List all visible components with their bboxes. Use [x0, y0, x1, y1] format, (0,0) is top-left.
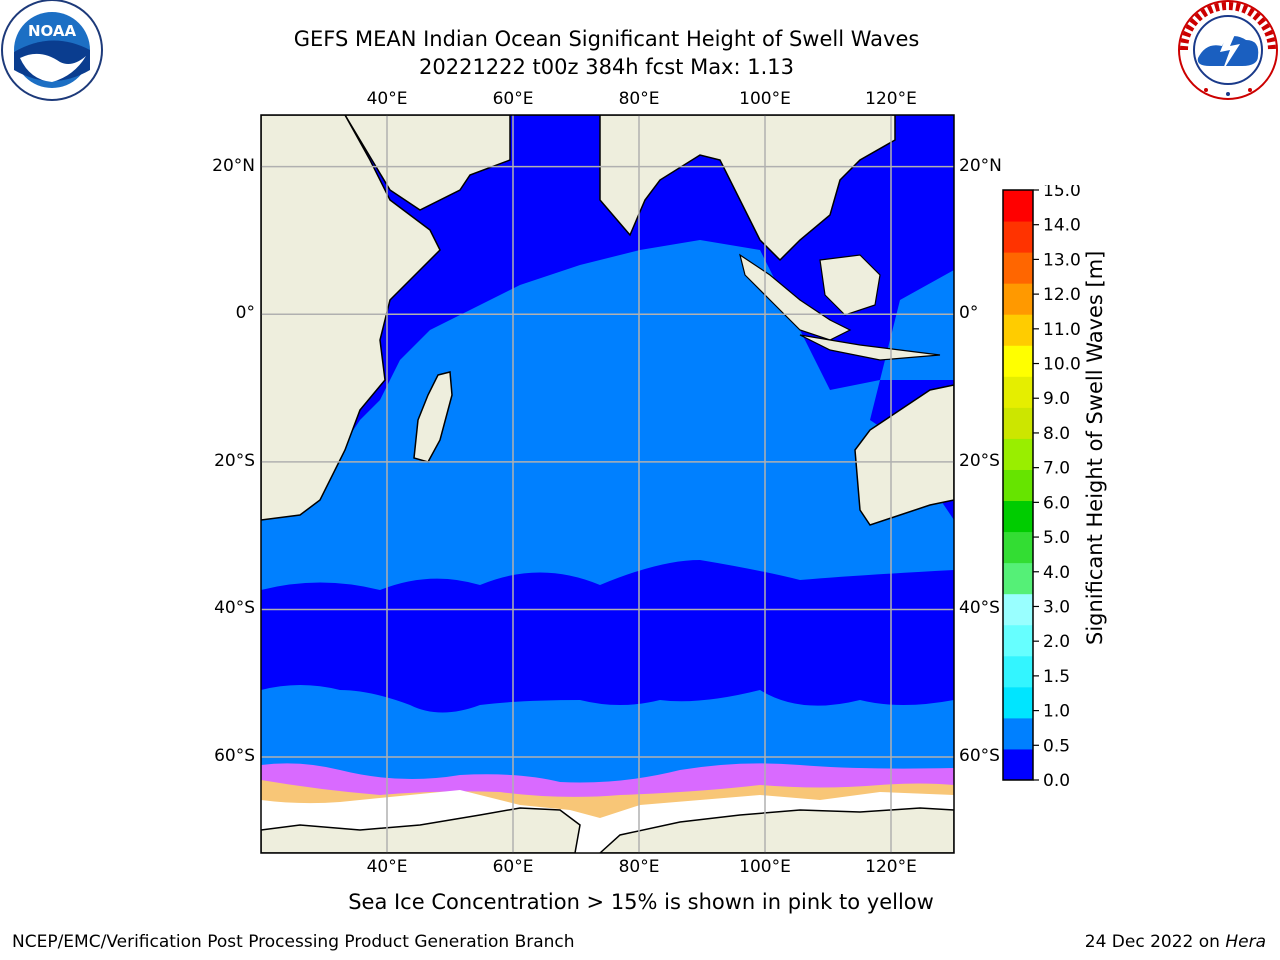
lon-label-top: 80°E — [618, 89, 660, 109]
colorbar-label: Significant Height of Swell Waves [m] — [1083, 250, 1107, 645]
land-antarctica — [261, 807, 954, 853]
lat-label-right: 0° — [959, 303, 979, 324]
colorbar-segment — [1003, 314, 1033, 346]
colorbar-tick-label: 7.0 — [1043, 459, 1070, 479]
colorbar-tick-label: 0.5 — [1043, 736, 1070, 756]
lon-label-bottom: 60°E — [492, 857, 534, 877]
footer-left: NCEP/EMC/Verification Post Processing Pr… — [12, 932, 575, 952]
lat-label-right: 20°N — [959, 155, 1002, 176]
colorbar-segment — [1003, 221, 1033, 253]
colorbar-tick-label: 15.0 — [1043, 185, 1081, 201]
footer-date: 24 Dec 2022 on — [1084, 932, 1226, 952]
map-frame — [260, 114, 955, 854]
colorbar-segment — [1003, 469, 1033, 502]
colorbar-segment — [1003, 748, 1033, 781]
colorbar-segment — [1003, 593, 1033, 626]
lon-label-top: 40°E — [366, 89, 408, 109]
colorbar: 0.0 0.5 1.0 1.5 2.0 3.0 4.0 5.0 6.0 7.0 8.0 9.0 10.0… — [1002, 185, 1081, 790]
colorbar-segment — [1003, 562, 1033, 595]
colorbar-tick-label: 9.0 — [1043, 389, 1070, 409]
lat-label-left: 0° — [235, 303, 255, 324]
colorbar-tick-label: 0.0 — [1043, 771, 1070, 790]
noaa-logo-icon: NOAA — [1, 0, 103, 101]
colorbar-segment — [1003, 407, 1033, 439]
land-borneo — [819, 254, 881, 316]
lat-label-left: 20°N — [212, 155, 255, 176]
colorbar-tick-label: 14.0 — [1043, 216, 1081, 236]
colorbar-segment — [1003, 376, 1033, 408]
lon-label-top: 100°E — [739, 89, 791, 109]
colorbar-tick-label: 13.0 — [1043, 250, 1081, 270]
chart-subtitle: 20221222 t00z 384h fcst Max: 1.13 — [419, 55, 794, 79]
colorbar-tick-label: 5.0 — [1043, 528, 1070, 548]
nws-logo-icon — [1178, 0, 1278, 100]
colorbar-segment — [1003, 190, 1033, 222]
lat-label-left: 20°S — [214, 450, 255, 471]
land-asia-arabia — [261, 115, 896, 262]
lat-label-right: 60°S — [959, 746, 1000, 767]
lon-label-bottom: 40°E — [366, 857, 408, 877]
colorbar-segment — [1003, 624, 1033, 657]
map-gridlines — [261, 115, 954, 853]
lon-label-top: 60°E — [492, 89, 534, 109]
colorbar-segment — [1003, 252, 1033, 284]
land-australia — [854, 384, 954, 526]
land-africa — [261, 115, 441, 521]
colorbar-segment — [1003, 531, 1033, 564]
colorbar-segment — [1003, 655, 1033, 688]
ocean-low-swell-south — [261, 560, 954, 713]
colorbar-tick-label: 11.0 — [1043, 320, 1081, 340]
footer-right: 24 Dec 2022 on Hera — [1085, 932, 1266, 952]
colorbar-segment — [1003, 345, 1033, 377]
lon-label-bottom: 100°E — [739, 857, 791, 877]
lat-label-left: 60°S — [214, 746, 255, 767]
lat-label-right: 20°S — [959, 450, 1000, 471]
sea-ice-caption: Sea Ice Concentration > 15% is shown in … — [348, 890, 934, 914]
chart-title: GEFS MEAN Indian Ocean Significant Heigh… — [293, 27, 920, 51]
colorbar-segment — [1003, 283, 1033, 315]
colorbar-segment — [1003, 686, 1033, 719]
colorbar-tick-label: 4.0 — [1043, 563, 1070, 583]
colorbar-tick-label: 2.0 — [1043, 632, 1070, 652]
colorbar-tick-label: 8.0 — [1043, 424, 1070, 444]
lat-label-left: 40°S — [214, 598, 255, 619]
colorbar-tick-label: 10.0 — [1043, 355, 1081, 375]
colorbar-segment — [1003, 500, 1033, 533]
colorbar-segment — [1003, 717, 1033, 750]
noaa-logo-text: NOAA — [28, 22, 77, 40]
colorbar-tick-label: 1.5 — [1043, 667, 1070, 687]
colorbar-tick-label: 1.0 — [1043, 702, 1070, 722]
colorbar-tick-label: 3.0 — [1043, 597, 1070, 617]
lon-label-top: 120°E — [865, 89, 917, 109]
land-sumatra — [739, 253, 852, 341]
footer-machine: Hera — [1225, 932, 1266, 952]
colorbar-tick-label: 12.0 — [1043, 285, 1081, 305]
lon-label-bottom: 120°E — [865, 857, 917, 877]
colorbar-tick-label: 6.0 — [1043, 493, 1070, 513]
lat-label-right: 40°S — [959, 598, 1000, 619]
colorbar-frame — [1002, 189, 1034, 781]
colorbar-segment — [1003, 438, 1033, 470]
lon-label-bottom: 80°E — [618, 857, 660, 877]
land-java — [799, 334, 941, 361]
